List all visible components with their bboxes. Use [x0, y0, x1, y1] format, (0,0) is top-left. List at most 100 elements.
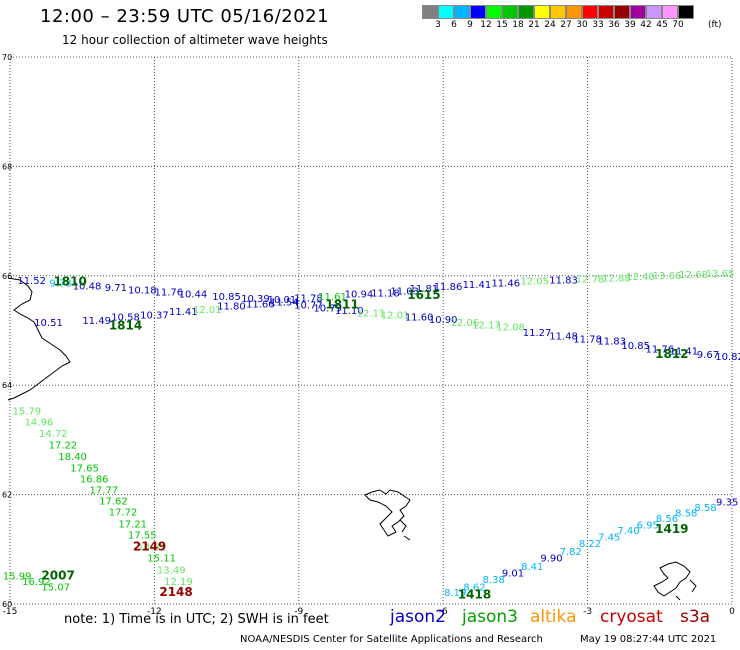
color-swatch [502, 5, 518, 19]
wave-height-value: 11.18 [371, 289, 400, 300]
color-swatch [438, 5, 454, 19]
wave-height-value: 11.61 [318, 292, 347, 303]
wave-height-value: 8.62 [463, 582, 485, 593]
map-grid [9, 56, 733, 605]
wave-height-value: 17.72 [109, 507, 138, 518]
shetland-islands [653, 561, 697, 601]
wave-height-value: 10.18 [128, 285, 157, 296]
wave-height-value: 13.65 [706, 269, 735, 280]
wave-height-value: 10.48 [73, 281, 102, 292]
wave-height-value: 11.46 [491, 279, 520, 290]
footer-timestamp: May 19 08:27:44 UTC 2021 [580, 634, 717, 645]
lon-tick-label: -6 [439, 607, 448, 617]
wave-height-value: 10.85 [621, 341, 650, 352]
color-scale-label: 9 [467, 20, 473, 30]
wave-height-value: 11.41 [169, 307, 198, 318]
wave-height-value: 8.56 [656, 514, 678, 525]
lat-tick-label: 60 [2, 600, 12, 609]
wave-height-value: 14.96 [25, 418, 54, 429]
color-swatch [646, 5, 662, 19]
wave-height-value: 11.41 [463, 280, 492, 291]
wave-height-value: 10.82 [715, 352, 740, 363]
wave-height-value: 12.08 [496, 323, 525, 334]
wave-height-value: 10.77 [294, 301, 323, 312]
color-swatch [518, 5, 534, 19]
color-scale-label: 39 [624, 20, 636, 30]
wave-height-value: 11.80 [217, 302, 246, 313]
color-scale-unit: (ft) [708, 20, 722, 30]
wave-height-value: 12.06 [451, 318, 480, 329]
color-swatch [534, 5, 550, 19]
color-scale-label: 30 [576, 20, 588, 30]
lon-tick-label: -15 [3, 607, 18, 617]
color-scale-label: 42 [640, 20, 652, 30]
wave-height-value: 16.92 [22, 577, 51, 588]
wave-height-value: 7.40 [617, 526, 639, 537]
lat-tick-label: 66 [2, 272, 12, 281]
color-swatch [566, 5, 582, 19]
wave-height-value: 9.71 [105, 283, 127, 294]
color-scale-label: 18 [512, 20, 524, 30]
color-scale-label: 27 [560, 20, 572, 30]
pass-time-label: 1418 [458, 588, 491, 602]
wave-height-value: 11.27 [523, 328, 552, 339]
track-se-diagonal: 8.198.628.389.018.419.907.828.227.457.40… [444, 498, 738, 599]
wave-height-value: 8.38 [483, 575, 505, 586]
wave-height-value: 6.95 [637, 521, 659, 532]
lon-tick-label: -9 [294, 607, 303, 617]
lon-tick-label: -12 [147, 607, 162, 617]
wave-height-value: 11.78 [573, 335, 602, 346]
wave-height-value: 11.10 [335, 306, 364, 317]
lon-tick-label: 0 [729, 607, 735, 617]
pass-time-label: 1812 [655, 347, 688, 361]
wave-height-value: 11.76 [645, 344, 674, 355]
wave-height-value: 12.19 [164, 577, 193, 588]
wave-height-value: 17.62 [99, 496, 128, 507]
page-title: 12:00 – 23:59 UTC 05/16/2021 [40, 6, 330, 27]
wave-height-value: 11.41 [670, 347, 699, 358]
wave-height-value: 17.65 [70, 464, 99, 475]
wave-height-value: 15.11 [147, 553, 176, 564]
wave-height-value: 11.81 [410, 284, 439, 295]
lat-tick-label: 70 [2, 53, 12, 62]
lat-tick-label: 64 [2, 381, 12, 390]
color-scale: 3 6 9 12 15 18 21 24 27 30 33 36 39 42 45 70 (ft) [422, 5, 722, 30]
wave-height-value: 17.77 [90, 486, 119, 497]
wave-height-value: 10.44 [179, 290, 208, 301]
color-swatch [614, 5, 630, 19]
wave-height-value: 11.52 [17, 276, 46, 287]
footer-credit: NOAA/NESDIS Center for Satellite Applica… [240, 634, 543, 645]
wave-height-value: 12.11 [357, 308, 386, 319]
pass-time-label: 1810 [53, 275, 86, 289]
wave-height-value: 12.78 [576, 274, 605, 285]
color-swatch [550, 5, 566, 19]
wave-height-value: 11.66 [246, 300, 275, 311]
lat-tick-label: 62 [2, 491, 12, 500]
wave-height-value: 11.49 [82, 316, 111, 327]
wave-height-value: 8.58 [694, 503, 716, 514]
color-scale-label: 6 [451, 20, 457, 30]
wave-height-value: 11.60 [405, 313, 434, 324]
wave-height-value: 14.72 [39, 429, 68, 440]
wave-height-value: 18.40 [58, 452, 87, 463]
color-scale-label: 12 [480, 20, 492, 30]
wave-height-value: 13.49 [157, 565, 186, 576]
wave-height-value: 11.48 [549, 331, 578, 342]
wave-height-value: 12.17 [472, 320, 501, 331]
wave-height-value: 9.78 [49, 279, 71, 290]
color-swatch [598, 5, 614, 19]
color-swatch [470, 5, 486, 19]
pass-time-label: 1419 [655, 522, 688, 536]
wave-height-value: 11.83 [597, 337, 626, 348]
wave-height-value: 9.35 [716, 498, 738, 509]
wave-height-value: 11.76 [155, 287, 184, 298]
color-swatch [662, 5, 678, 19]
wave-height-value: 10.39 [241, 294, 270, 305]
wave-height-value: 12.01 [193, 305, 222, 316]
wave-height-value: 12.88 [602, 273, 631, 284]
wave-height-value: 17.55 [128, 530, 157, 541]
